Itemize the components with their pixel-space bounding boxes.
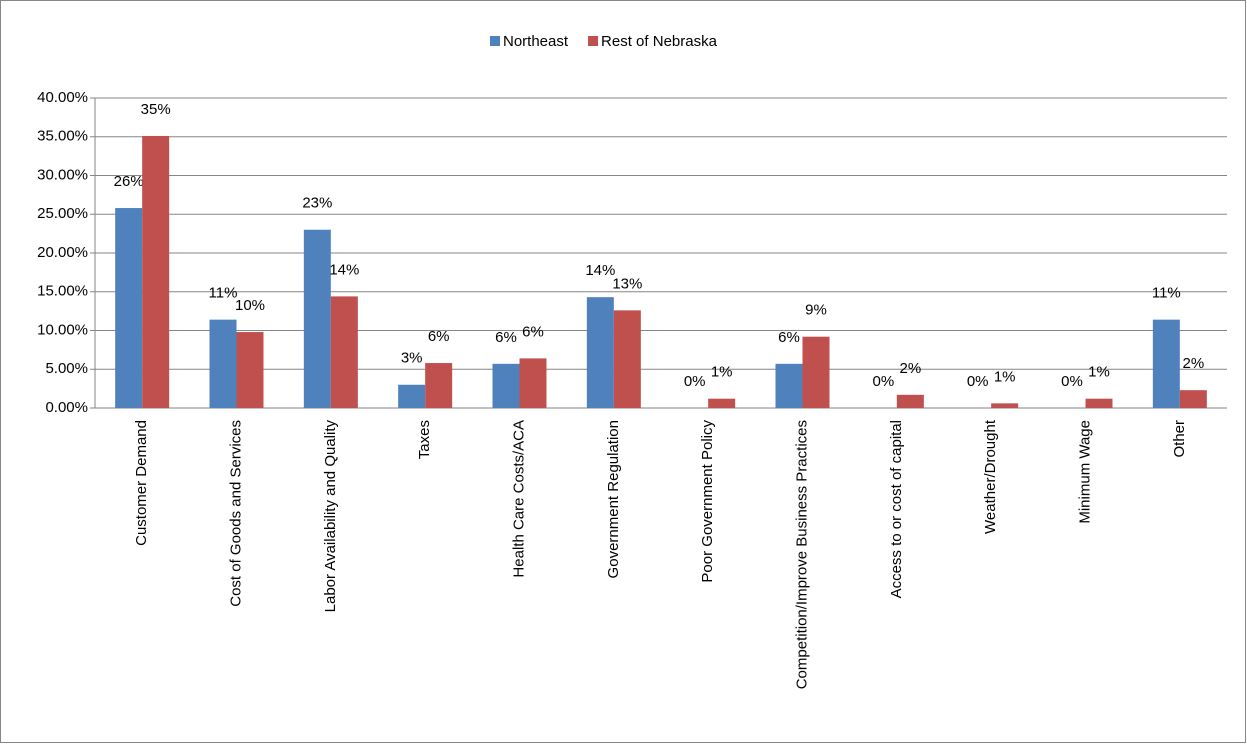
bar (236, 332, 264, 408)
bar (613, 310, 641, 408)
data-label: 13% (612, 275, 642, 292)
bar (991, 403, 1019, 408)
data-label: 0% (684, 373, 706, 390)
x-tick-label: Weather/Drought (982, 419, 999, 534)
bar (492, 363, 520, 408)
data-label: 3% (401, 350, 423, 367)
data-label: 6% (778, 329, 800, 346)
bar (802, 336, 830, 408)
x-tick-label: Poor Government Policy (699, 420, 716, 583)
x-tick-label: Access to or cost of capital (888, 420, 905, 598)
data-label: 14% (585, 262, 615, 279)
bar (1085, 398, 1113, 408)
data-label: 14% (329, 261, 359, 278)
y-tick-label: 10.00% (37, 321, 88, 338)
data-label: 0% (967, 373, 989, 390)
bar (115, 208, 143, 408)
legend-label: Rest of Nebraska (601, 33, 718, 50)
y-tick-label: 25.00% (37, 205, 88, 222)
x-tick-label: Health Care Costs/ACA (510, 420, 527, 578)
bar (896, 394, 924, 408)
x-tick-label: Taxes (416, 420, 433, 459)
legend-label: Northeast (503, 33, 569, 50)
x-tick-label: Customer Demand (133, 420, 150, 546)
data-label: 10% (235, 297, 265, 314)
bar (209, 319, 237, 408)
bar (586, 297, 614, 408)
data-label: 9% (805, 302, 827, 319)
legend-swatch (490, 36, 500, 46)
bar (425, 363, 453, 408)
bar (303, 229, 331, 408)
x-tick-label: Other (1171, 420, 1188, 458)
bar (1179, 390, 1207, 408)
data-label: 0% (1061, 373, 1083, 390)
y-tick-label: 5.00% (45, 360, 88, 377)
legend-swatch (588, 36, 599, 46)
y-tick-label: 30.00% (37, 166, 88, 183)
data-label: 1% (711, 364, 733, 381)
y-tick-label: 40.00% (37, 89, 88, 106)
bar (519, 358, 547, 408)
x-tick-label: Government Regulation (605, 420, 622, 578)
bar (708, 398, 736, 408)
data-label: 11% (1152, 285, 1181, 302)
data-label: 6% (495, 329, 517, 346)
x-tick-label: Cost of Goods and Services (227, 420, 244, 607)
data-label: 2% (899, 360, 921, 377)
data-label: 26% (114, 173, 144, 190)
bar (398, 384, 426, 408)
data-label: 0% (872, 373, 894, 390)
bar (1152, 319, 1180, 408)
data-label: 1% (994, 368, 1016, 385)
x-tick-label: Labor Availability and Quality (322, 420, 339, 613)
data-label: 11% (209, 285, 238, 302)
y-tick-label: 15.00% (37, 283, 88, 300)
data-label: 2% (1182, 355, 1204, 372)
bar (142, 135, 170, 408)
data-label: 6% (522, 323, 544, 340)
data-label: 1% (1088, 364, 1110, 381)
data-label: 35% (141, 101, 171, 118)
bar (330, 296, 358, 408)
y-tick-label: 35.00% (37, 128, 88, 145)
y-tick-label: 0.00% (45, 399, 88, 416)
data-label: 6% (428, 328, 450, 345)
data-label: 23% (302, 195, 332, 212)
x-tick-label: Minimum Wage (1076, 420, 1093, 524)
bar (775, 363, 803, 408)
y-tick-label: 20.00% (37, 244, 88, 261)
x-tick-label: Competition/Improve Business Practices (793, 420, 810, 689)
